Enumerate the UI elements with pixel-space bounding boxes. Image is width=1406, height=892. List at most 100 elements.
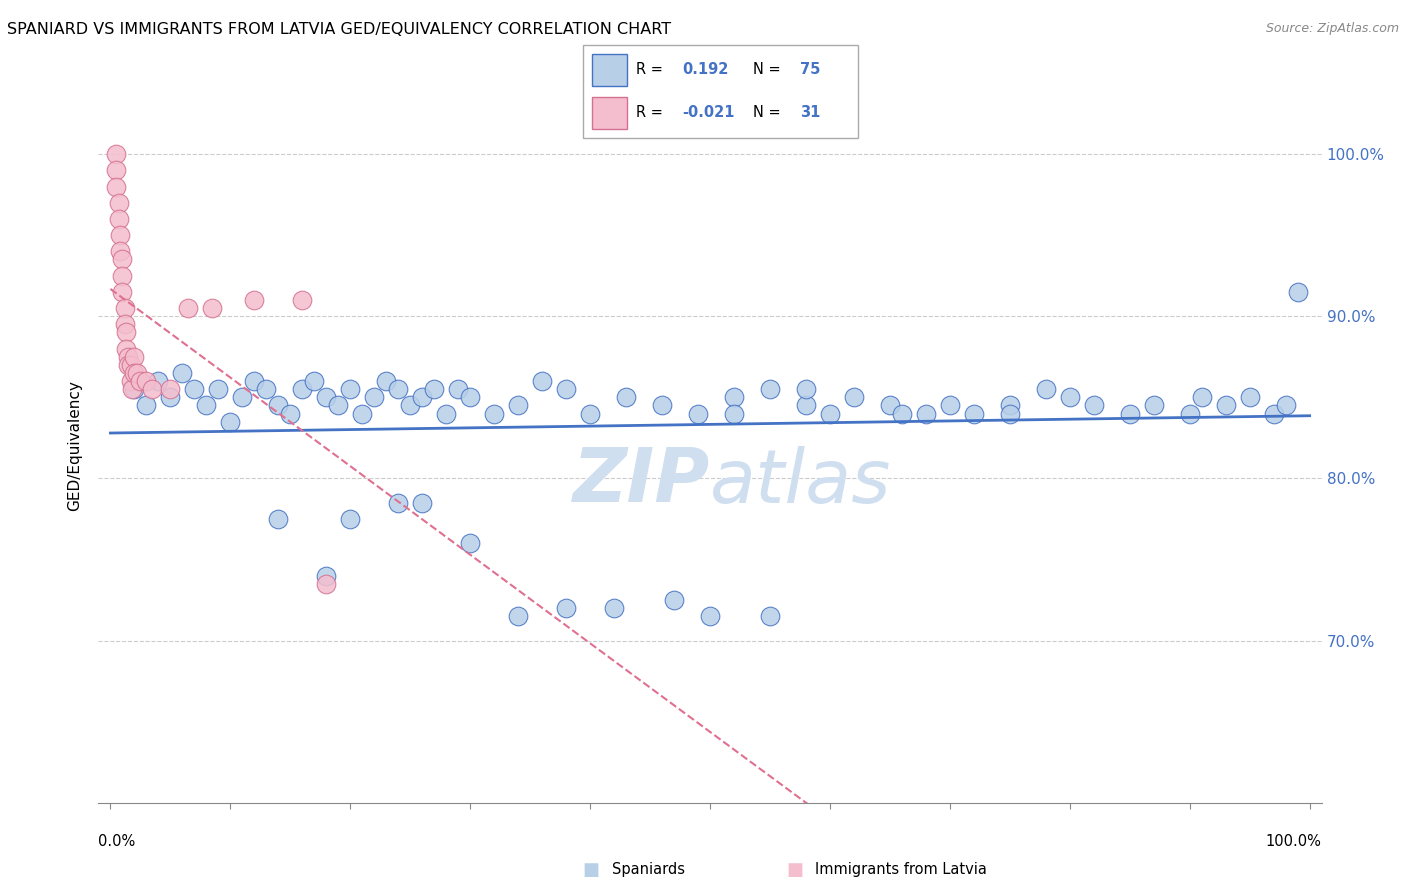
Text: atlas: atlas: [710, 446, 891, 517]
Text: 31: 31: [800, 105, 821, 120]
Point: [651, 399, 673, 413]
Point: [818, 407, 841, 421]
Point: [267, 399, 290, 413]
Point: [555, 601, 578, 615]
Text: ZIP: ZIP: [572, 445, 710, 518]
Point: [108, 211, 131, 226]
Point: [603, 601, 626, 615]
Point: [267, 512, 290, 526]
Point: [115, 326, 138, 340]
Point: [195, 399, 218, 413]
Point: [458, 390, 481, 404]
Text: Immigrants from Latvia: Immigrants from Latvia: [815, 863, 987, 877]
Point: [135, 374, 157, 388]
Point: [117, 358, 139, 372]
Point: [243, 374, 266, 388]
Point: [686, 407, 709, 421]
Point: [111, 285, 134, 299]
Point: [998, 407, 1021, 421]
Point: [159, 390, 181, 404]
Point: [129, 374, 152, 388]
Point: [794, 382, 817, 396]
Point: [1035, 382, 1057, 396]
Text: R =: R =: [636, 105, 662, 120]
Point: [411, 496, 433, 510]
Point: [278, 407, 301, 421]
Point: [111, 252, 134, 267]
Point: [315, 568, 337, 582]
Point: [105, 179, 128, 194]
Point: [508, 399, 530, 413]
Point: [121, 382, 143, 396]
Y-axis label: GED/Equivalency: GED/Equivalency: [67, 381, 83, 511]
Point: [998, 399, 1021, 413]
Point: [135, 399, 157, 413]
Point: [458, 536, 481, 550]
Point: [339, 512, 361, 526]
Point: [411, 390, 433, 404]
Point: [939, 399, 962, 413]
Point: [508, 609, 530, 624]
Text: 0.0%: 0.0%: [98, 834, 135, 849]
Point: [531, 374, 554, 388]
Point: [148, 374, 170, 388]
Point: [482, 407, 505, 421]
Point: [291, 293, 314, 307]
Point: [759, 382, 782, 396]
Text: ■: ■: [582, 861, 599, 879]
Point: [114, 301, 136, 315]
Text: N =: N =: [754, 62, 782, 78]
Point: [915, 407, 938, 421]
Point: [1083, 399, 1105, 413]
Point: [890, 407, 912, 421]
Point: [375, 374, 398, 388]
Point: [183, 382, 205, 396]
Text: N =: N =: [754, 105, 782, 120]
Point: [117, 350, 139, 364]
Point: [125, 366, 148, 380]
Point: [963, 407, 986, 421]
Point: [723, 407, 745, 421]
Text: Spaniards: Spaniards: [612, 863, 685, 877]
Point: [352, 407, 374, 421]
Point: [423, 382, 446, 396]
Point: [699, 609, 721, 624]
Point: [447, 382, 470, 396]
Point: [387, 496, 409, 510]
Point: [108, 195, 131, 210]
Point: [1119, 407, 1142, 421]
Point: [614, 390, 637, 404]
Point: [124, 366, 146, 380]
Point: [662, 593, 685, 607]
Point: [363, 390, 385, 404]
Point: [115, 342, 138, 356]
Point: [1286, 285, 1309, 299]
Point: [105, 163, 128, 178]
Point: [842, 390, 865, 404]
Point: [387, 382, 409, 396]
Point: [108, 228, 131, 243]
Text: SPANIARD VS IMMIGRANTS FROM LATVIA GED/EQUIVALENCY CORRELATION CHART: SPANIARD VS IMMIGRANTS FROM LATVIA GED/E…: [7, 22, 671, 37]
Point: [105, 147, 128, 161]
Text: R =: R =: [636, 62, 662, 78]
Point: [1059, 390, 1081, 404]
Text: 75: 75: [800, 62, 821, 78]
Point: [1178, 407, 1201, 421]
Point: [794, 399, 817, 413]
Point: [1239, 390, 1261, 404]
Point: [759, 609, 782, 624]
Point: [328, 399, 350, 413]
Point: [120, 358, 142, 372]
Point: [172, 366, 194, 380]
Point: [399, 399, 422, 413]
Point: [231, 390, 253, 404]
Point: [434, 407, 457, 421]
Point: [124, 350, 146, 364]
Point: [124, 382, 146, 396]
Point: [1274, 399, 1296, 413]
Bar: [592, 54, 627, 86]
Point: [254, 382, 277, 396]
Bar: [592, 97, 627, 129]
Point: [1215, 399, 1237, 413]
Point: [111, 268, 134, 283]
